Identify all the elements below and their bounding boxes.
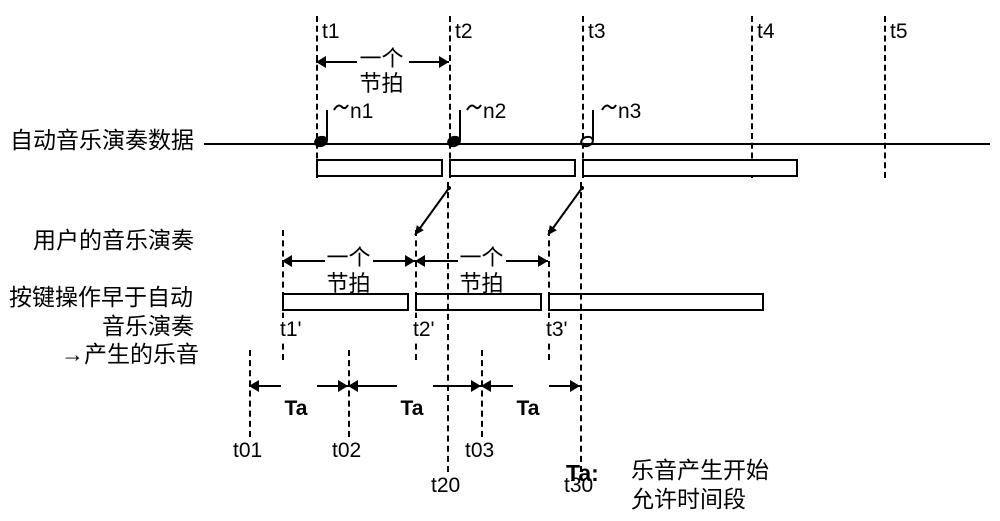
label-auto_data: 自动音乐演奏数据: [10, 128, 194, 153]
label-early_line1: 按键操作早于自动: [9, 285, 193, 310]
tick-label-t1: t1: [322, 20, 340, 43]
tick-label-t3: t3: [588, 20, 606, 43]
legend-ta-line1: 乐音产生开始: [631, 458, 769, 483]
dash-t5: [884, 16, 886, 178]
tick-label-t1p: t1': [278, 318, 304, 341]
label-user_perf: 用户的音乐演奏: [33, 228, 194, 253]
tick-label-t2p: t2': [411, 318, 437, 341]
dash-t2: [449, 16, 451, 178]
note-stem-3: [592, 110, 594, 140]
tick-label-t03: t03: [465, 439, 494, 462]
auto-bar-1: [316, 159, 443, 177]
tick-label-t5: t5: [890, 20, 908, 43]
note-label-n3: n3: [618, 100, 641, 123]
ta-ah-r-2: [471, 380, 481, 392]
tick-label-t3p: t3': [544, 318, 570, 341]
tick-label-t02: t02: [332, 439, 361, 462]
tilde-n2: [466, 101, 482, 113]
ta-label-1: Ta: [285, 397, 308, 420]
note-stem-2: [459, 110, 461, 140]
ta-label-3: Ta: [517, 397, 540, 420]
tick-label-t01: t01: [233, 439, 262, 462]
beat-user-ah-r-1: [405, 255, 415, 267]
auto-bar-2: [449, 159, 576, 177]
dash-t20: [447, 182, 449, 472]
label-early_line2: 音乐演奏: [102, 314, 194, 339]
dash-t30: [580, 182, 582, 472]
user-bar-1: [282, 293, 409, 311]
dash-t4: [751, 16, 753, 178]
tilde-n3: [601, 101, 617, 113]
legend-ta-line2: 允许时间段: [631, 487, 746, 512]
tilde-n1: [333, 101, 349, 113]
auto-bar-3: [582, 159, 798, 177]
ta-ah-l-2: [348, 380, 358, 392]
dash-t03: [481, 350, 483, 437]
beat-user-label1-1: 一个: [327, 246, 371, 270]
ta-ah-l-1: [249, 380, 259, 392]
note-label-n1: n1: [350, 100, 373, 123]
beat-user-ah-l-1: [282, 255, 292, 267]
user-bar-2: [415, 293, 542, 311]
tick-label-t30: t30: [564, 474, 593, 497]
beat-user-ah-r-2: [538, 255, 548, 267]
beat-top-label2: 节拍: [360, 72, 404, 96]
tick-label-t20: t20: [431, 474, 460, 497]
dash-t02: [348, 350, 350, 437]
ta-ah-r-3: [570, 380, 580, 392]
beat-top-ah-r: [439, 56, 449, 68]
beat-top-label1: 一个: [360, 47, 404, 71]
timing-diagram: 自动音乐演奏数据用户的音乐演奏按键操作早于自动音乐演奏→产生的乐音Ta:乐音产生…: [0, 0, 1000, 521]
ta-label-2: Ta: [401, 397, 424, 420]
note-label-n2: n2: [483, 100, 506, 123]
dash-t3: [582, 16, 584, 178]
ta-ah-r-1: [338, 380, 348, 392]
dash-t01: [249, 350, 251, 437]
note-stem-1: [326, 110, 328, 140]
label-tone_line: →产生的乐音: [61, 342, 199, 367]
tick-label-t2: t2: [455, 20, 473, 43]
dash-t1: [316, 16, 318, 178]
ta-ah-l-3: [481, 380, 491, 392]
beat-top-ah-l: [316, 56, 326, 68]
beat-user-ah-l-2: [415, 255, 425, 267]
beat-user-label1-2: 一个: [460, 246, 504, 270]
tick-label-t4: t4: [757, 20, 775, 43]
